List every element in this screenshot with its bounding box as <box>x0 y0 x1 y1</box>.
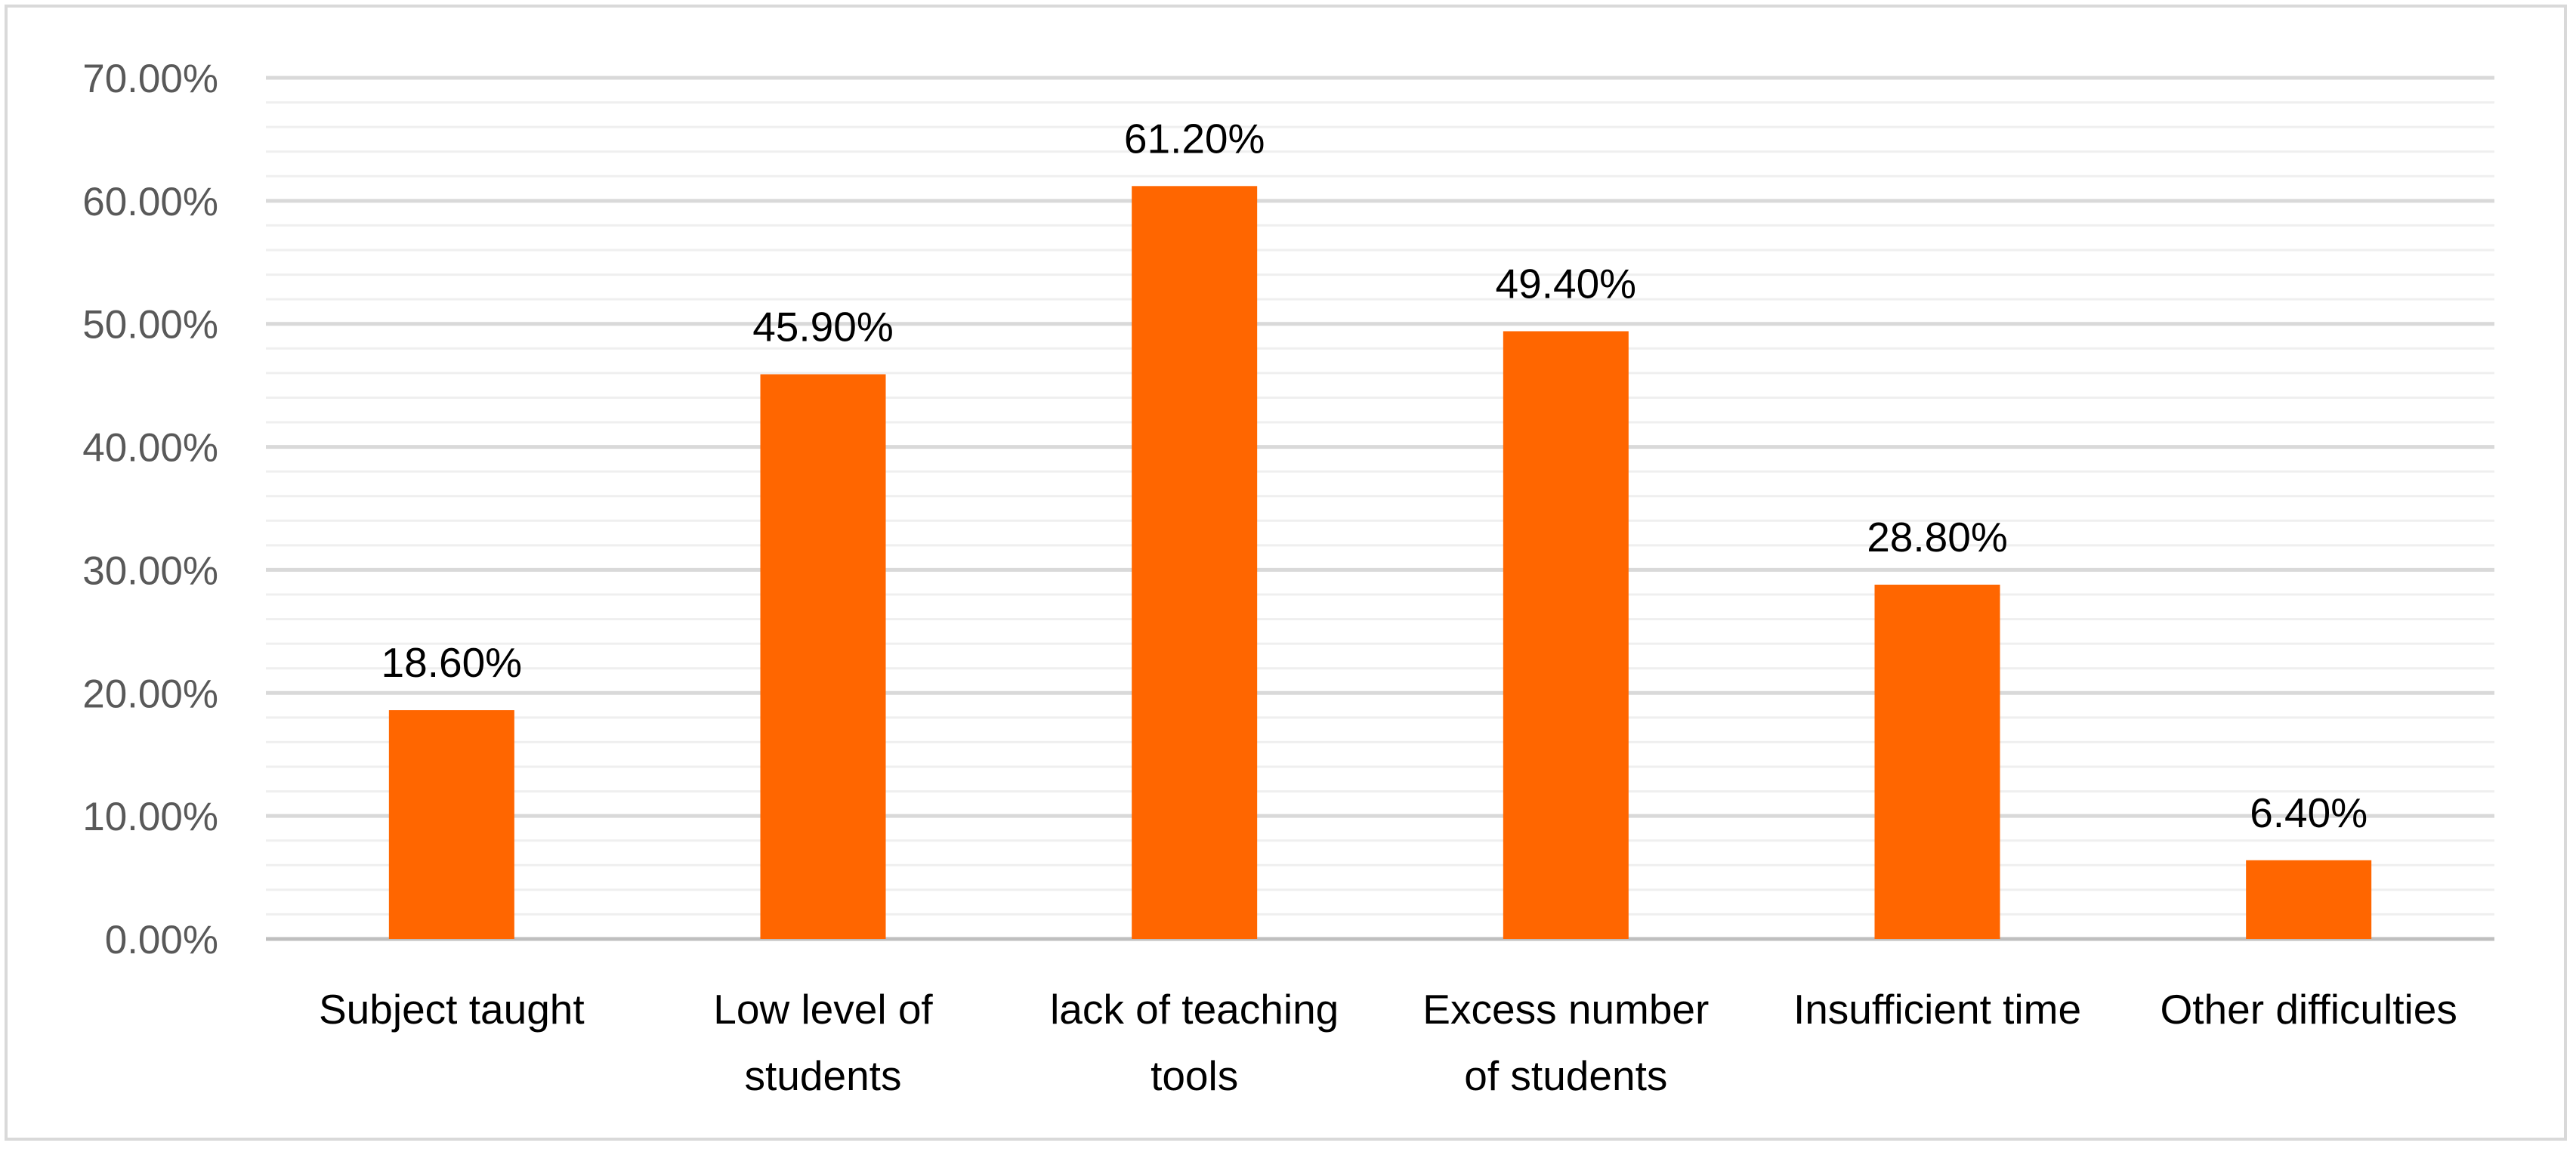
y-tick-label: 50.00% <box>82 303 218 347</box>
category-label: Excess number <box>1422 986 1709 1033</box>
category-label: Subject taught <box>319 986 585 1033</box>
category-label: students <box>745 1052 902 1099</box>
chart-frame: 0.00% 10.00% 20.00% 30.00% 40.00% 50.00% 60.00… <box>5 5 2567 1141</box>
data-label: 6.40% <box>2250 789 2368 836</box>
category-label: Other difficulties <box>2161 986 2457 1033</box>
y-tick-label: 60.00% <box>82 180 218 224</box>
data-label: 61.20% <box>1124 115 1265 162</box>
y-tick-label: 20.00% <box>82 672 218 716</box>
bar <box>760 374 886 939</box>
category-label: of students <box>1464 1052 1667 1099</box>
data-label: 18.60% <box>381 639 523 686</box>
bar <box>2246 860 2372 939</box>
bar <box>1132 186 1258 940</box>
data-label: 28.80% <box>1867 514 2008 561</box>
y-tick-label: 40.00% <box>82 426 218 471</box>
data-label: 45.90% <box>752 303 894 350</box>
y-tick-label: 10.00% <box>82 795 218 839</box>
labels: 0.00% 10.00% 20.00% 30.00% 40.00% 50.00% 60.00… <box>82 57 2457 1099</box>
y-tick-label: 30.00% <box>82 548 218 593</box>
gridlines <box>266 76 2494 941</box>
y-tick-label: 70.00% <box>82 57 218 101</box>
bar-chart: 0.00% 10.00% 20.00% 30.00% 40.00% 50.00% 60.00… <box>82 57 2494 1099</box>
category-label: Low level of <box>713 986 933 1033</box>
data-label: 49.40% <box>1496 260 1637 307</box>
category-label: tools <box>1151 1052 1238 1099</box>
bar <box>1503 331 1629 939</box>
category-label: lack of teaching <box>1050 986 1339 1033</box>
category-label: Insufficient time <box>1793 986 2081 1033</box>
bars <box>388 186 2372 940</box>
y-tick-label: 0.00% <box>105 918 218 962</box>
bar <box>1874 584 2000 939</box>
bar <box>388 710 514 939</box>
